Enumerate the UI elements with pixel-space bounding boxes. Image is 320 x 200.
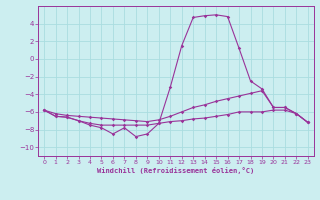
X-axis label: Windchill (Refroidissement éolien,°C): Windchill (Refroidissement éolien,°C) [97, 167, 255, 174]
